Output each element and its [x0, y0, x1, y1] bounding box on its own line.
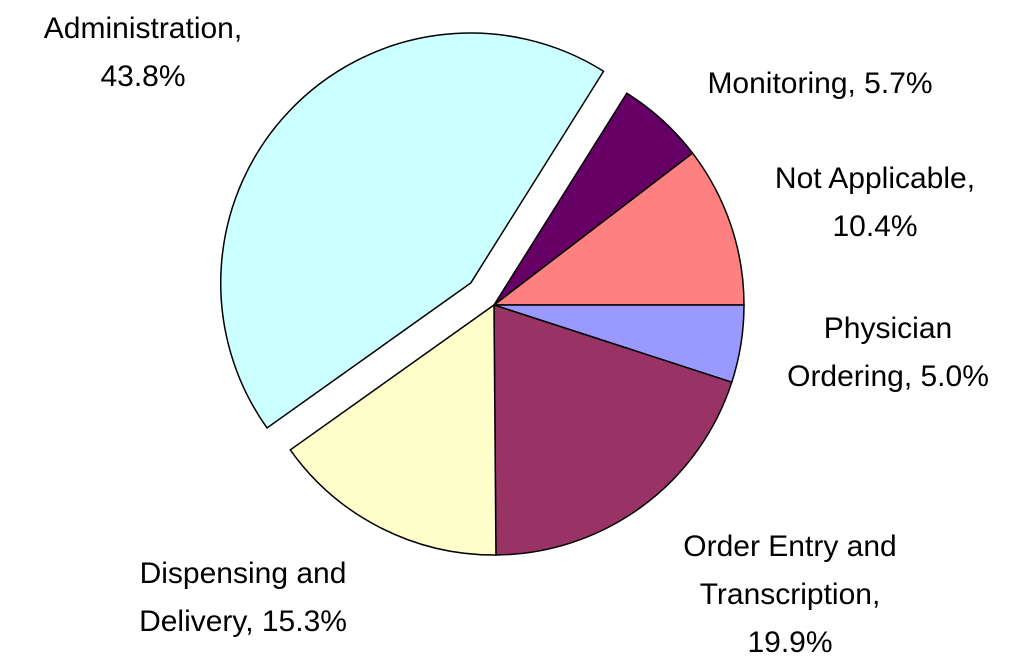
- label-line: Administration,: [44, 12, 242, 45]
- slice-label: Physician Ordering, 5.0%: [787, 312, 989, 393]
- slice-label: Order Entry and Transcription, 19.9%: [683, 530, 896, 659]
- label-line: Order Entry and: [683, 530, 896, 563]
- label-line: Monitoring, 5.7%: [707, 67, 932, 100]
- label-line: Delivery, 15.3%: [139, 605, 347, 638]
- pie-slice: [491, 152, 745, 306]
- slice-label: Not Applicable, 10.4%: [775, 162, 975, 243]
- label-line: Not Applicable,: [775, 162, 975, 195]
- label-line: Dispensing and: [140, 557, 347, 590]
- slice-label: Monitoring, 5.7%: [707, 67, 932, 100]
- pie-slice: [493, 303, 733, 556]
- label-line: Transcription,: [700, 578, 881, 611]
- slice-label: Dispensing and Delivery, 15.3%: [139, 557, 347, 638]
- pie-slice: [289, 303, 497, 556]
- pie-slice: [219, 32, 605, 429]
- label-line: 43.8%: [100, 60, 185, 93]
- label-line: 19.9%: [747, 626, 832, 659]
- slice-label: Administration, 43.8%: [44, 12, 242, 93]
- label-line: Ordering, 5.0%: [787, 360, 989, 393]
- label-line: Physician: [824, 312, 952, 345]
- label-line: 10.4%: [832, 210, 917, 243]
